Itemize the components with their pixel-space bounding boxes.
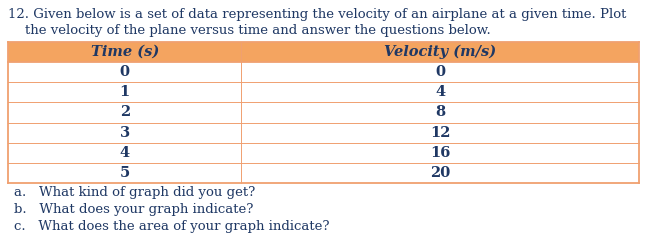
Text: 12: 12	[430, 126, 450, 140]
Text: 5: 5	[120, 166, 130, 180]
Text: 0: 0	[435, 65, 445, 79]
Text: 0: 0	[120, 65, 130, 79]
Text: 2: 2	[120, 105, 130, 119]
Text: b.   What does your graph indicate?: b. What does your graph indicate?	[14, 203, 254, 216]
Bar	[8, 42, 639, 62]
Text: 3: 3	[120, 126, 130, 140]
Text: 1: 1	[120, 85, 130, 99]
Text: the velocity of the plane versus time and answer the questions below.: the velocity of the plane versus time an…	[8, 24, 491, 37]
Text: 16: 16	[430, 146, 450, 160]
Text: 8: 8	[435, 105, 445, 119]
Text: 4: 4	[435, 85, 445, 99]
Text: c.   What does the area of your graph indicate?: c. What does the area of your graph indi…	[14, 220, 329, 233]
Text: a.   What kind of graph did you get?: a. What kind of graph did you get?	[14, 186, 256, 199]
Text: 4: 4	[120, 146, 130, 160]
Text: Velocity (m/s): Velocity (m/s)	[384, 45, 496, 59]
Text: Time (s): Time (s)	[91, 45, 159, 59]
Text: 12. Given below is a set of data representing the velocity of an airplane at a g: 12. Given below is a set of data represe…	[8, 8, 626, 21]
Text: 20: 20	[430, 166, 450, 180]
